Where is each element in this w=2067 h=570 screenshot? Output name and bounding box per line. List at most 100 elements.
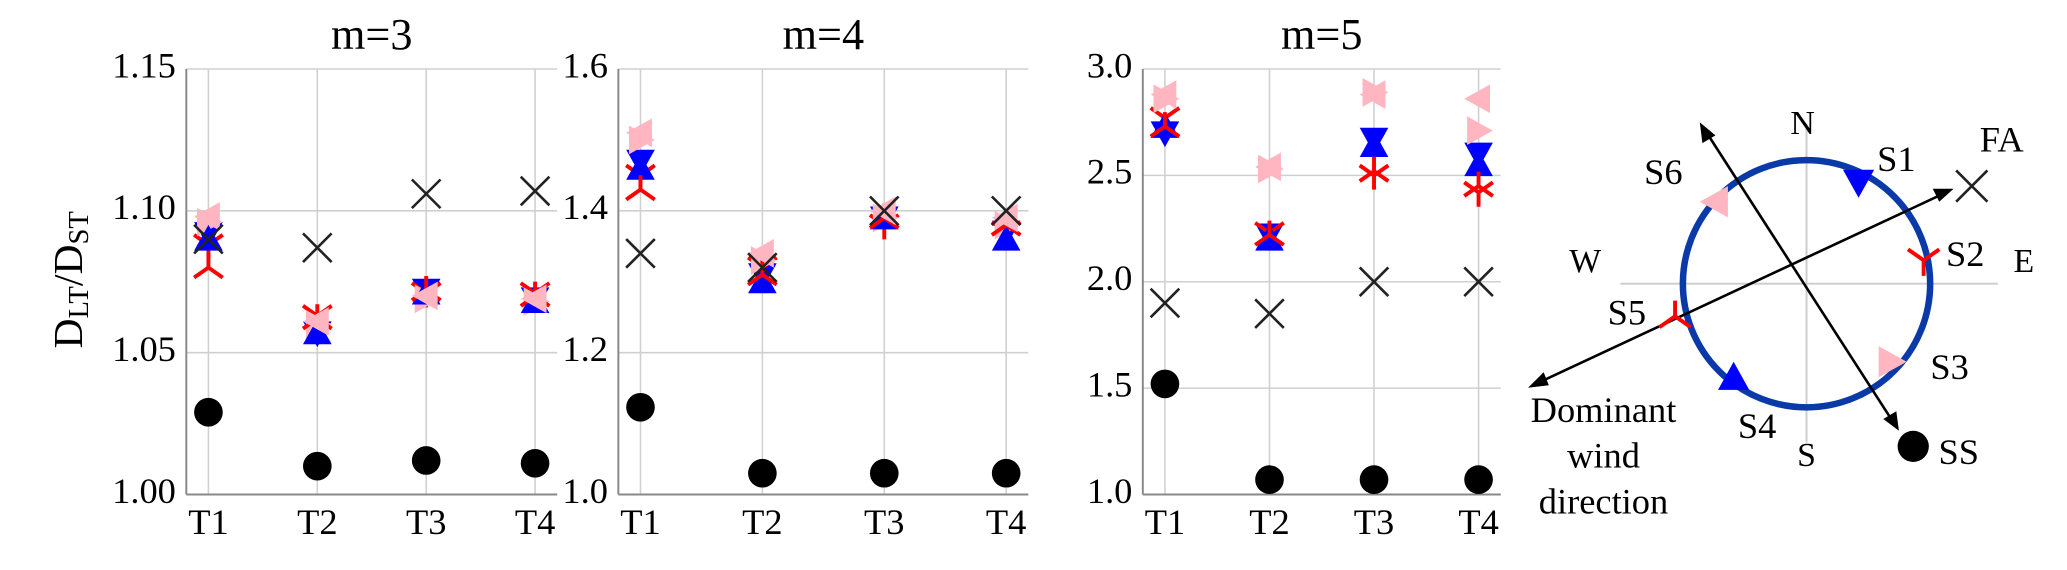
x-tick-label: T3 [864, 502, 904, 542]
data-point [1464, 84, 1491, 114]
legend-label: S2 [1946, 234, 1984, 274]
legend-label: S6 [1644, 152, 1682, 192]
data-point [991, 458, 1021, 488]
data-point [626, 118, 652, 148]
y-tick-label: 1.0 [1087, 471, 1133, 511]
data-point [1255, 465, 1284, 494]
data-point [1464, 150, 1493, 177]
data-point [1358, 266, 1390, 297]
data-point [302, 451, 332, 481]
data-point [1359, 465, 1389, 494]
legend-marker [1699, 186, 1728, 218]
x-tick-label: T1 [620, 502, 660, 542]
x-tick-label: T4 [515, 502, 555, 542]
data-point [519, 175, 551, 207]
data-point [748, 267, 777, 294]
data-point [748, 458, 777, 488]
y-label-part: /D [45, 244, 91, 286]
y-tick-label: 1.5 [1087, 364, 1133, 404]
legend-marker [1906, 247, 1941, 276]
data-point [410, 178, 442, 210]
legend-label: S4 [1738, 406, 1776, 446]
arrow-head [1932, 188, 1954, 202]
wind-line [1535, 191, 1947, 386]
site-circle [1679, 156, 1934, 411]
legend-marker [1955, 169, 1989, 203]
x-tick-label: T1 [188, 502, 228, 542]
data-point [625, 238, 656, 269]
legend-label: SS [1939, 432, 1980, 472]
data-point [1467, 116, 1493, 145]
data-point [520, 448, 550, 478]
y-label-sub: ST [62, 211, 94, 245]
y-tick-label: 1.0 [562, 471, 608, 511]
data-point [1463, 171, 1495, 198]
compass-label: E [2014, 243, 2035, 280]
data-point [1150, 369, 1180, 399]
data-point [1254, 298, 1285, 329]
x-tick-label: T3 [406, 502, 446, 542]
legend-marker [1718, 361, 1750, 390]
data-point [1463, 180, 1495, 207]
data-point [520, 284, 547, 314]
x-tick-label: T4 [1458, 502, 1498, 542]
y-tick-label: 1.10 [112, 187, 176, 227]
data-point [626, 392, 655, 422]
y-tick-label: 2.5 [1087, 152, 1133, 192]
legend-label: FA [1980, 120, 2025, 160]
data-point [194, 397, 223, 427]
x-tick-label: T2 [1249, 502, 1289, 542]
data-point [626, 153, 655, 180]
data-point [193, 223, 224, 255]
wind-label: wind [1567, 436, 1640, 476]
compass-label: N [1790, 105, 1814, 142]
compass-diagram [1528, 122, 1998, 443]
data-point [1149, 287, 1181, 319]
arrow-head [1699, 122, 1716, 144]
data-point [1255, 224, 1284, 251]
arrow-head [1883, 411, 1899, 431]
y-tick-label: 2.0 [1087, 258, 1133, 298]
legend-label: S1 [1877, 139, 1915, 179]
y-tick-label: 1.05 [112, 329, 176, 369]
data-point [1359, 80, 1386, 109]
data-point [747, 252, 778, 283]
x-tick-label: T2 [297, 502, 337, 542]
y-tick-label: 1.00 [112, 471, 176, 511]
data-point [1255, 152, 1281, 182]
x-tick-label: T2 [742, 502, 782, 542]
data-point [1464, 465, 1493, 494]
direction-line [1703, 129, 1895, 424]
data-point [990, 195, 1022, 227]
y-label-sub: LT [62, 286, 94, 319]
data-point [991, 224, 1021, 251]
data-point [192, 253, 224, 280]
arrow-head [1528, 372, 1549, 388]
data-point [1254, 220, 1285, 247]
y-tick-label: 1.15 [112, 45, 176, 85]
data-point [748, 239, 774, 268]
data-point [302, 232, 333, 263]
wind-label: Dominant [1531, 390, 1677, 430]
data-point [625, 175, 656, 202]
legend-marker [1842, 169, 1875, 198]
data-point [1358, 156, 1390, 183]
data-point [302, 318, 332, 345]
chart-title: m=4 [783, 10, 864, 59]
chart-title: m=5 [1281, 10, 1362, 59]
data-point [1359, 131, 1389, 158]
x-tick-label: T3 [1354, 502, 1394, 542]
data-point [411, 446, 441, 475]
data-point [869, 195, 900, 227]
data-point [1149, 112, 1181, 139]
data-point [991, 203, 1018, 233]
y-label-part: D [45, 318, 91, 348]
legend-label: S5 [1608, 293, 1646, 333]
y-tick-label: 1.6 [562, 45, 608, 85]
compass-label: S [1797, 437, 1816, 474]
x-tick-label: T4 [986, 502, 1026, 542]
data-point [302, 307, 329, 336]
legend-marker [1897, 430, 1929, 462]
legend-marker [1878, 346, 1907, 378]
y-tick-label: 1.2 [562, 329, 608, 369]
